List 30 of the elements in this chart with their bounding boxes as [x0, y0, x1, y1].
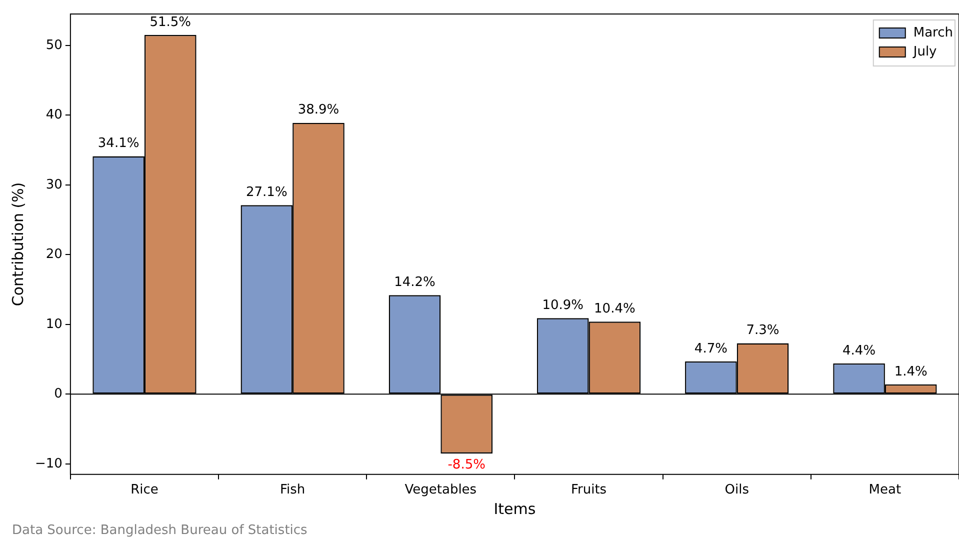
- data-label: 4.7%: [694, 341, 728, 356]
- y-tick-label: −10: [34, 456, 62, 472]
- y-tick-label: 10: [46, 316, 62, 332]
- y-tick-label: 50: [46, 38, 62, 53]
- y-tick-label: 40: [46, 108, 62, 123]
- data-label: 10.9%: [542, 298, 584, 314]
- data-label: 1.4%: [894, 364, 928, 380]
- legend-label: July: [912, 44, 938, 60]
- data-label: -8.5%: [448, 457, 486, 472]
- data-label: 34.1%: [98, 136, 140, 152]
- x-tick-label: Fruits: [570, 482, 607, 498]
- source-note: Data Source: Bangladesh Bureau of Statistics: [12, 523, 308, 538]
- data-label: 4.4%: [842, 343, 876, 358]
- data-label: 51.5%: [150, 14, 192, 30]
- data-label: 7.3%: [746, 323, 780, 338]
- x-axis-title: Items: [494, 500, 536, 518]
- data-label: 38.9%: [298, 102, 340, 118]
- legend-label: March: [913, 25, 954, 40]
- x-tick-label: Fish: [280, 482, 306, 498]
- x-tick-label: Rice: [130, 482, 158, 498]
- data-label: 10.4%: [594, 302, 636, 317]
- y-tick-label: 20: [46, 247, 62, 262]
- y-axis-title: Contribution (%): [8, 182, 27, 306]
- data-label: 14.2%: [394, 275, 436, 290]
- x-tick-label: Oils: [724, 482, 750, 498]
- data-label: 27.1%: [246, 185, 288, 200]
- x-tick-label: Meat: [868, 482, 902, 498]
- y-tick-label: 30: [46, 177, 62, 192]
- x-tick-label: Vegetables: [404, 482, 477, 498]
- y-tick-label: 0: [54, 386, 62, 402]
